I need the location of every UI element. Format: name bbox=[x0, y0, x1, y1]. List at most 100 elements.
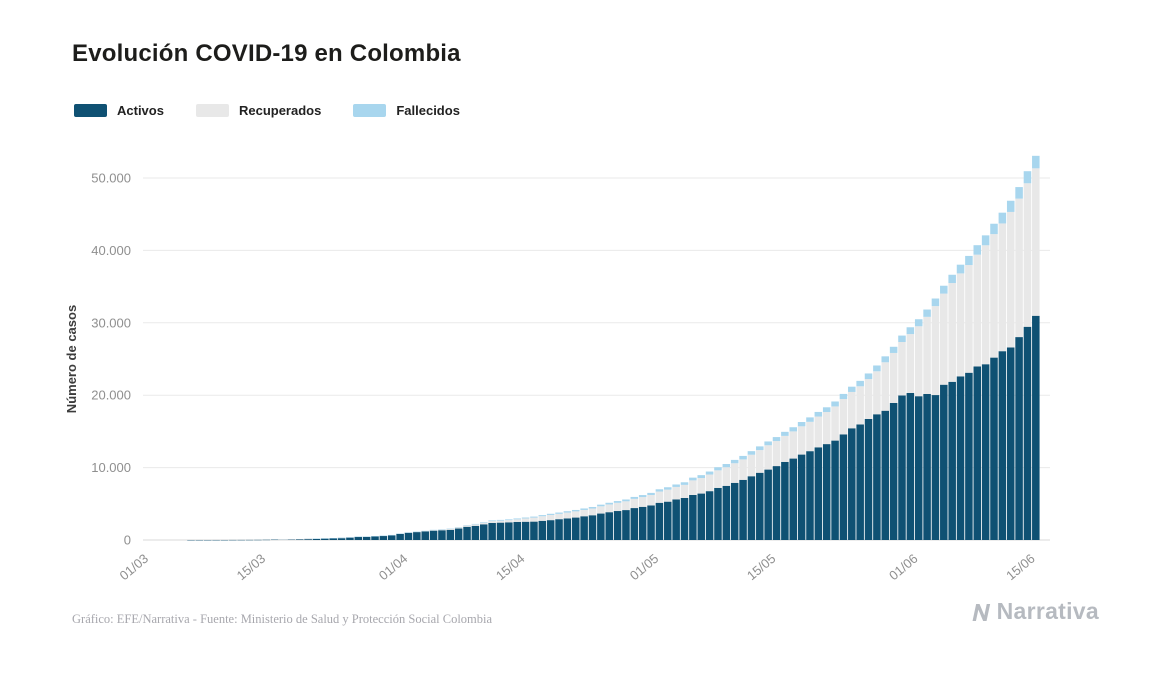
bar-segment-fallecidos bbox=[714, 467, 722, 471]
bar-segment-fallecidos bbox=[496, 519, 505, 521]
x-tick-label: 01/04 bbox=[376, 551, 411, 583]
bar-segment-fallecidos bbox=[898, 335, 906, 343]
bar-segment-fallecidos bbox=[563, 511, 572, 513]
bar-segment-fallecidos bbox=[914, 319, 923, 327]
bar-segment-activos bbox=[480, 524, 488, 540]
bar-segment-activos bbox=[530, 521, 538, 540]
bar-segment-fallecidos bbox=[781, 431, 789, 436]
bar-segment-activos bbox=[362, 536, 371, 540]
bar-segment-fallecidos bbox=[513, 518, 521, 520]
bar-segment-fallecidos bbox=[848, 386, 856, 392]
bar-segment-fallecidos bbox=[923, 309, 931, 317]
bar-segment-activos bbox=[1023, 326, 1032, 540]
y-tick-label: 20.000 bbox=[91, 388, 131, 403]
bar-segment-fallecidos bbox=[1032, 155, 1040, 169]
bar-segment-activos bbox=[387, 535, 396, 540]
bar-segment-activos bbox=[588, 515, 597, 540]
bar-segment-activos bbox=[848, 428, 856, 540]
bar-segment-recuperados bbox=[806, 421, 814, 452]
bar-segment-recuperados bbox=[965, 265, 973, 373]
bar-segment-activos bbox=[806, 451, 814, 540]
narrativa-icon bbox=[969, 600, 993, 624]
bar-segment-activos bbox=[655, 502, 664, 540]
bar-segment-recuperados bbox=[956, 273, 965, 377]
bar-segment-fallecidos bbox=[889, 346, 898, 353]
bar-segment-activos bbox=[346, 537, 354, 540]
bar-segment-fallecidos bbox=[965, 255, 973, 266]
bar-segment-fallecidos bbox=[806, 417, 814, 422]
legend-item-fallecidos: Fallecidos bbox=[353, 103, 460, 118]
bar-segment-recuperados bbox=[856, 386, 864, 425]
bar-segment-activos bbox=[730, 482, 739, 540]
bar-segment-recuperados bbox=[622, 501, 630, 511]
bar-segment-fallecidos bbox=[480, 522, 488, 523]
bar-segment-activos bbox=[756, 472, 764, 540]
bar-segment-activos bbox=[379, 535, 388, 540]
bar-segment-activos bbox=[747, 476, 756, 540]
bar-segment-fallecidos bbox=[488, 520, 496, 522]
bar-segment-fallecidos bbox=[739, 455, 747, 460]
bar-segment-activos bbox=[789, 458, 798, 540]
bar-segment-activos bbox=[371, 536, 379, 540]
bar-segment-recuperados bbox=[546, 514, 555, 521]
y-tick-label: 40.000 bbox=[91, 243, 131, 258]
bar-segment-recuperados bbox=[496, 520, 505, 523]
bar-segment-recuperados bbox=[730, 463, 739, 483]
bar-segment-fallecidos bbox=[471, 523, 480, 525]
chart-svg: 0 10.000 20.000 30.000 40.000 50.000 01/03 15/0… bbox=[64, 155, 1050, 583]
bar-segment-recuperados bbox=[597, 506, 605, 514]
bar-segment-fallecidos bbox=[730, 459, 739, 464]
x-tick-label: 01/05 bbox=[627, 551, 662, 583]
bar-segment-fallecidos bbox=[747, 451, 756, 455]
bar-segment-recuperados bbox=[831, 406, 839, 441]
bar-segment-activos bbox=[981, 364, 990, 540]
bar-segment-recuperados bbox=[756, 450, 764, 473]
bar-segment-fallecidos bbox=[521, 517, 530, 519]
bar-segment-recuperados bbox=[471, 524, 480, 526]
bar-segment-activos bbox=[680, 497, 689, 540]
bar-segment-recuperados bbox=[630, 498, 639, 509]
y-tick-label: 0 bbox=[124, 533, 131, 548]
bar-segment-fallecidos bbox=[956, 264, 965, 274]
bar-segment-fallecidos bbox=[873, 365, 881, 372]
bar-segment-recuperados bbox=[580, 509, 588, 517]
bar-segment-recuperados bbox=[889, 352, 898, 403]
bar-segment-activos bbox=[973, 366, 982, 540]
bar-segment-activos bbox=[714, 487, 722, 540]
bar-segment-fallecidos bbox=[697, 475, 705, 479]
bar-segment-recuperados bbox=[672, 486, 680, 500]
bar-segment-recuperados bbox=[898, 342, 906, 396]
bar-segment-activos bbox=[923, 393, 931, 540]
x-tick-label: 15/05 bbox=[744, 551, 779, 583]
bar-segment-activos bbox=[1032, 315, 1040, 540]
bar-segment-activos bbox=[321, 538, 329, 540]
bar-segment-activos bbox=[329, 538, 337, 540]
chart-credit: Gráfico: EFE/Narrativa - Fuente: Ministe… bbox=[72, 612, 493, 626]
legend-swatch-recuperados bbox=[195, 104, 229, 117]
bar-segment-activos bbox=[421, 531, 429, 540]
bar-segment-fallecidos bbox=[814, 411, 823, 417]
bar-segment-activos bbox=[940, 384, 948, 540]
bar-segment-activos bbox=[722, 485, 731, 540]
bar-segment-fallecidos bbox=[831, 401, 839, 407]
bar-segment-activos bbox=[555, 519, 563, 540]
bar-segment-activos bbox=[664, 501, 672, 540]
bar-segment-recuperados bbox=[647, 495, 655, 506]
bar-segment-recuperados bbox=[705, 474, 714, 492]
bar-segment-recuperados bbox=[981, 245, 990, 365]
bar-segment-recuperados bbox=[940, 293, 948, 385]
bar-segment-recuperados bbox=[848, 391, 856, 429]
bar-segment-fallecidos bbox=[630, 496, 639, 499]
bar-segment-fallecidos bbox=[572, 509, 580, 512]
bar-segment-activos bbox=[463, 526, 471, 540]
bar-segment-activos bbox=[580, 516, 588, 540]
bar-segment-recuperados bbox=[797, 426, 806, 455]
bar-segment-recuperados bbox=[638, 497, 647, 507]
bar-segment-fallecidos bbox=[672, 484, 680, 487]
bar-segment-fallecidos bbox=[580, 508, 588, 510]
bar-segment-recuperados bbox=[998, 223, 1007, 352]
bar-segment-recuperados bbox=[822, 412, 831, 445]
bar-segment-recuperados bbox=[505, 520, 513, 523]
bar-segment-activos bbox=[898, 395, 906, 540]
